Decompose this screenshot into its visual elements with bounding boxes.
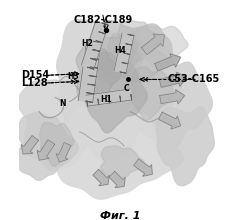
Text: H4: H4 bbox=[114, 46, 126, 55]
Polygon shape bbox=[137, 56, 212, 154]
Polygon shape bbox=[85, 101, 93, 102]
Polygon shape bbox=[156, 107, 214, 186]
Text: H3: H3 bbox=[68, 72, 79, 81]
Text: H2: H2 bbox=[81, 38, 93, 48]
Polygon shape bbox=[96, 41, 102, 43]
Polygon shape bbox=[108, 33, 141, 78]
Polygon shape bbox=[76, 45, 120, 103]
Polygon shape bbox=[94, 37, 135, 78]
Polygon shape bbox=[57, 106, 183, 199]
Polygon shape bbox=[86, 89, 132, 106]
Polygon shape bbox=[98, 99, 99, 105]
Polygon shape bbox=[102, 23, 108, 25]
Polygon shape bbox=[81, 21, 108, 69]
Polygon shape bbox=[40, 123, 74, 166]
Polygon shape bbox=[57, 20, 182, 163]
Polygon shape bbox=[88, 67, 94, 69]
Polygon shape bbox=[93, 50, 100, 51]
Text: D154: D154 bbox=[21, 70, 49, 80]
Polygon shape bbox=[109, 98, 110, 103]
Polygon shape bbox=[56, 143, 71, 162]
Polygon shape bbox=[160, 90, 185, 104]
Polygon shape bbox=[159, 112, 180, 129]
Polygon shape bbox=[101, 146, 144, 180]
Polygon shape bbox=[99, 32, 105, 34]
Polygon shape bbox=[15, 112, 78, 180]
Polygon shape bbox=[159, 72, 187, 87]
Polygon shape bbox=[131, 94, 132, 100]
Text: C: C bbox=[123, 84, 129, 93]
Text: C182-C189: C182-C189 bbox=[73, 15, 132, 25]
Polygon shape bbox=[21, 136, 38, 154]
Polygon shape bbox=[141, 34, 164, 55]
Polygon shape bbox=[18, 80, 108, 171]
Text: N: N bbox=[59, 99, 66, 108]
Polygon shape bbox=[114, 33, 134, 73]
Polygon shape bbox=[37, 140, 55, 160]
Text: L128: L128 bbox=[21, 78, 48, 88]
Polygon shape bbox=[124, 53, 130, 54]
Polygon shape bbox=[93, 169, 109, 186]
Polygon shape bbox=[94, 41, 101, 42]
Polygon shape bbox=[131, 67, 174, 120]
Polygon shape bbox=[136, 26, 188, 69]
Polygon shape bbox=[87, 93, 94, 94]
Polygon shape bbox=[91, 20, 172, 101]
Polygon shape bbox=[78, 40, 101, 102]
Text: Фиг. 1: Фиг. 1 bbox=[100, 211, 140, 220]
Polygon shape bbox=[88, 84, 95, 85]
Polygon shape bbox=[109, 171, 125, 188]
Polygon shape bbox=[117, 41, 170, 82]
Text: H1: H1 bbox=[100, 95, 112, 104]
Polygon shape bbox=[120, 72, 126, 73]
Polygon shape bbox=[117, 21, 161, 62]
Polygon shape bbox=[86, 52, 147, 133]
Polygon shape bbox=[93, 50, 100, 51]
Polygon shape bbox=[87, 101, 88, 106]
Polygon shape bbox=[89, 76, 96, 77]
Polygon shape bbox=[90, 67, 97, 68]
Polygon shape bbox=[90, 58, 97, 60]
Polygon shape bbox=[126, 44, 132, 45]
Polygon shape bbox=[122, 62, 128, 64]
Polygon shape bbox=[128, 34, 134, 36]
Polygon shape bbox=[120, 96, 121, 101]
Text: C53-C165: C53-C165 bbox=[168, 74, 220, 84]
Polygon shape bbox=[134, 159, 152, 176]
Polygon shape bbox=[155, 54, 180, 71]
